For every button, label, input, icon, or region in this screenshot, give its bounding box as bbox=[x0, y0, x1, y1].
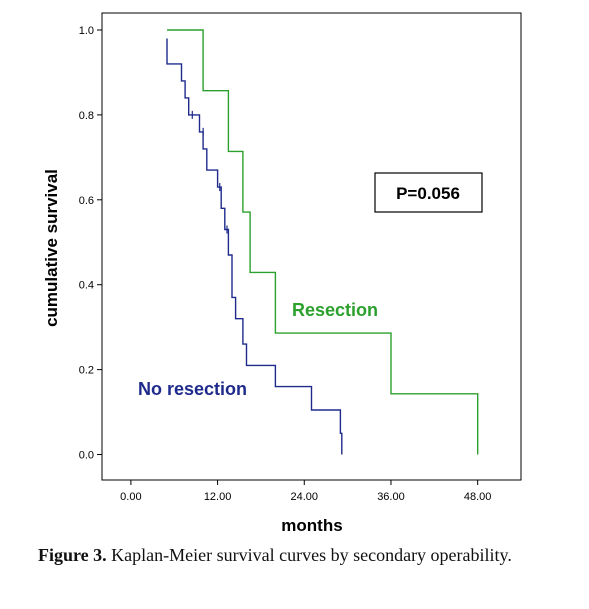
series-label-resection: Resection bbox=[292, 300, 378, 320]
x-tick-label: 0.00 bbox=[120, 491, 141, 503]
axes: 0.0 0.2 0.4 0.6 0.8 1.0 0.00 12.00 24.00 36.00 48.… bbox=[79, 12, 522, 503]
figure-caption: Figure 3. Kaplan-Meier survival curves b… bbox=[38, 544, 528, 567]
plot-frame bbox=[101, 12, 522, 481]
series-label-no-resection: No resection bbox=[138, 379, 247, 399]
x-tick-label: 24.00 bbox=[291, 491, 319, 503]
y-tick-label: 0.6 bbox=[79, 195, 94, 207]
y-tick-label: 0.0 bbox=[79, 450, 94, 462]
y-axis-title: cumulative survival bbox=[42, 169, 61, 327]
x-tick-label: 12.00 bbox=[204, 491, 232, 503]
survival-curves bbox=[166, 29, 479, 455]
y-tick-label: 0.4 bbox=[79, 280, 94, 292]
series-line-resection bbox=[167, 29, 479, 455]
caption-label: Figure 3. bbox=[38, 545, 107, 565]
x-tick-label: 48.00 bbox=[464, 491, 492, 503]
pvalue-annotation: P=0.056 bbox=[396, 184, 460, 203]
y-tick-label: 0.2 bbox=[79, 365, 94, 377]
caption-text: Kaplan-Meier survival curves by secondar… bbox=[106, 545, 512, 565]
y-tick-label: 0.8 bbox=[79, 110, 94, 122]
y-tick-label: 1.0 bbox=[79, 25, 94, 37]
series-line-no-resection bbox=[166, 38, 343, 455]
x-tick-label: 36.00 bbox=[377, 491, 405, 503]
pvalue-box bbox=[374, 172, 483, 213]
x-axis-title: months bbox=[281, 516, 342, 535]
